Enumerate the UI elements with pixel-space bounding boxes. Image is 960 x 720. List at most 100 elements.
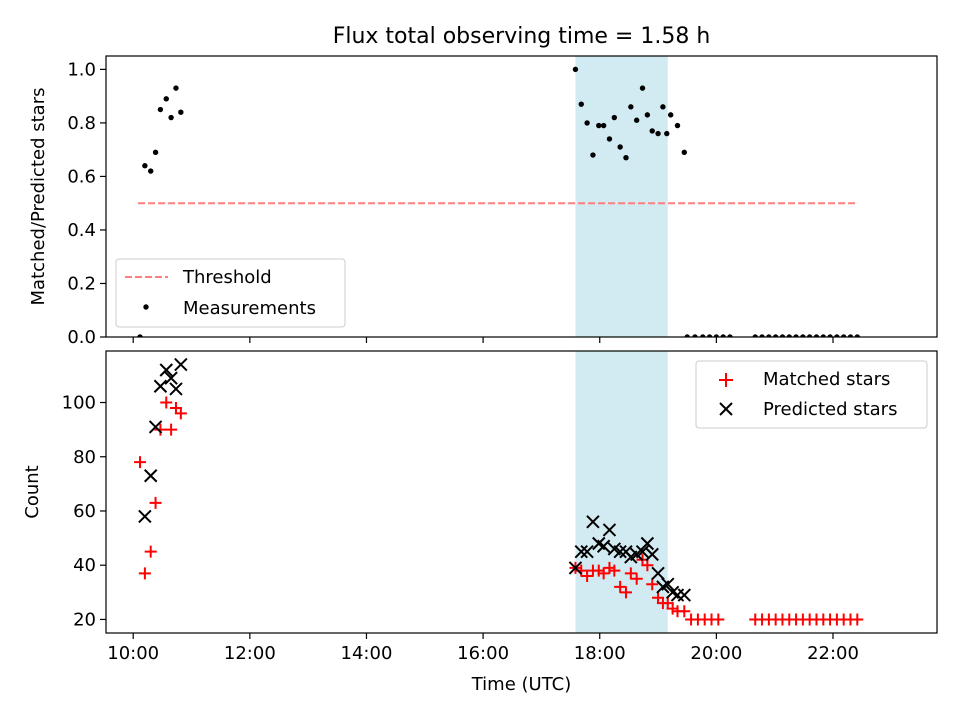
matched-star-point <box>581 570 594 583</box>
predicted-star-point <box>596 539 611 553</box>
measurement-point <box>786 334 792 337</box>
x-tick-label: 10:00 <box>107 643 159 664</box>
y-tick-label: 80 <box>73 447 96 468</box>
measurement-point <box>813 334 820 337</box>
measurement-point <box>142 163 148 169</box>
measurement-point <box>681 149 687 156</box>
predicted-star-point <box>586 515 600 529</box>
bottom-legend-box <box>695 360 928 429</box>
predicted-star-point <box>677 588 692 602</box>
matched-star-point <box>154 423 167 436</box>
measurement-point <box>806 334 813 337</box>
measurement-point <box>684 334 690 337</box>
measurement-point <box>779 334 786 337</box>
predicted-star-point <box>153 379 168 393</box>
predicted-star-point <box>138 509 152 524</box>
y-tick-label: 0.4 <box>67 220 96 241</box>
matched-star-point <box>149 496 162 509</box>
y-tick-label: 0.2 <box>67 273 96 294</box>
measurement-point <box>623 154 629 161</box>
predicted-star-point <box>574 544 588 559</box>
matched-star-point <box>597 567 610 580</box>
predicted-star-point <box>670 588 685 602</box>
chart-title: Flux total observing time = 1.58 h <box>333 24 711 49</box>
matched-star-point <box>646 578 659 591</box>
measurement-point <box>639 85 646 91</box>
y-tick-label: 100 <box>62 393 96 414</box>
measurement-point <box>706 334 713 337</box>
x-tick-label: 20:00 <box>690 643 742 664</box>
predicted-star-point <box>645 547 659 562</box>
x-axis-label: Time (UTC) <box>471 674 572 695</box>
matched-star-point <box>712 613 725 626</box>
measurement-point <box>759 334 765 337</box>
bottom-data-layer <box>134 357 864 626</box>
predicted-star-point <box>640 536 655 551</box>
top-y-axis-label: Matched/Predicted stars <box>28 88 49 306</box>
matched-star-point <box>174 407 187 420</box>
measurement-point <box>700 334 706 337</box>
measurement-point <box>606 136 613 142</box>
bottom-y-axis-label: Count <box>22 465 43 518</box>
measurement-point <box>168 114 174 121</box>
bottom-x-ticks: 10:00 12:00 14:00 16:00 18:00 20:00 22:00 <box>107 633 859 664</box>
matched-legend-swatch <box>719 373 733 387</box>
measurement-point <box>644 112 651 118</box>
observing-window-highlight <box>575 56 668 337</box>
predicted-star-point <box>651 566 665 581</box>
top-legend-box <box>115 258 346 328</box>
matched-star-point <box>614 580 627 593</box>
y-tick-label: 0.6 <box>67 166 96 187</box>
x-tick-label: 14:00 <box>341 643 393 664</box>
predicted-star-point <box>635 544 650 559</box>
x-tick-label: 22:00 <box>807 643 859 664</box>
measurement-point <box>628 104 634 110</box>
measurement-point <box>772 334 779 337</box>
matched-legend-label: Matched stars <box>763 369 890 390</box>
predicted-star-point <box>169 382 183 396</box>
matched-star-point <box>134 456 147 469</box>
measurement-point <box>667 112 674 118</box>
predicted-star-point <box>144 469 158 483</box>
bottom-plot-frame <box>105 350 938 634</box>
measurement-point <box>752 334 758 337</box>
measurement-point <box>173 85 179 91</box>
measurement-point <box>590 152 596 158</box>
measurement-point <box>674 122 681 129</box>
matched-star-point <box>138 567 151 580</box>
top-highlight-layer <box>575 56 668 337</box>
measurement-point <box>596 122 602 129</box>
matched-star-point <box>160 396 173 409</box>
measurement-point <box>800 334 806 337</box>
measurement-point <box>720 334 726 337</box>
predicted-star-point <box>568 561 583 575</box>
predicted-star-point <box>661 577 675 591</box>
predicted-star-point <box>164 371 178 385</box>
bottom-legend: Matched stars Predicted stars <box>695 360 928 429</box>
y-tick-label: 1.0 <box>67 59 96 80</box>
measurement-point <box>578 101 584 107</box>
measurement-point <box>600 122 607 129</box>
measurement-point <box>148 168 154 174</box>
matched-star-point <box>630 572 643 585</box>
x-tick-label: 12:00 <box>224 643 276 664</box>
measurement-point <box>152 149 159 156</box>
matched-star-point <box>144 545 157 558</box>
predicted-star-point <box>159 363 173 377</box>
measurement-point <box>137 334 143 337</box>
measurement-point <box>847 334 854 337</box>
top-data-layer <box>137 66 861 337</box>
top-panel: 0.0 0.2 0.4 0.6 0.8 1.0 Matched/Predicted sta… <box>28 55 938 348</box>
measurement-point <box>611 114 618 121</box>
y-tick-label: 60 <box>73 501 96 522</box>
predicted-star-point <box>613 544 627 559</box>
bottom-y-ticks: 20 40 60 80 100 <box>62 393 106 630</box>
measurement-point <box>617 144 623 150</box>
matched-star-point <box>624 567 637 580</box>
y-tick-label: 0.0 <box>67 327 96 348</box>
measurements-legend-swatch <box>143 304 149 310</box>
observing-window-highlight <box>575 351 668 633</box>
matched-star-point <box>165 423 178 436</box>
measurement-point <box>649 128 655 134</box>
